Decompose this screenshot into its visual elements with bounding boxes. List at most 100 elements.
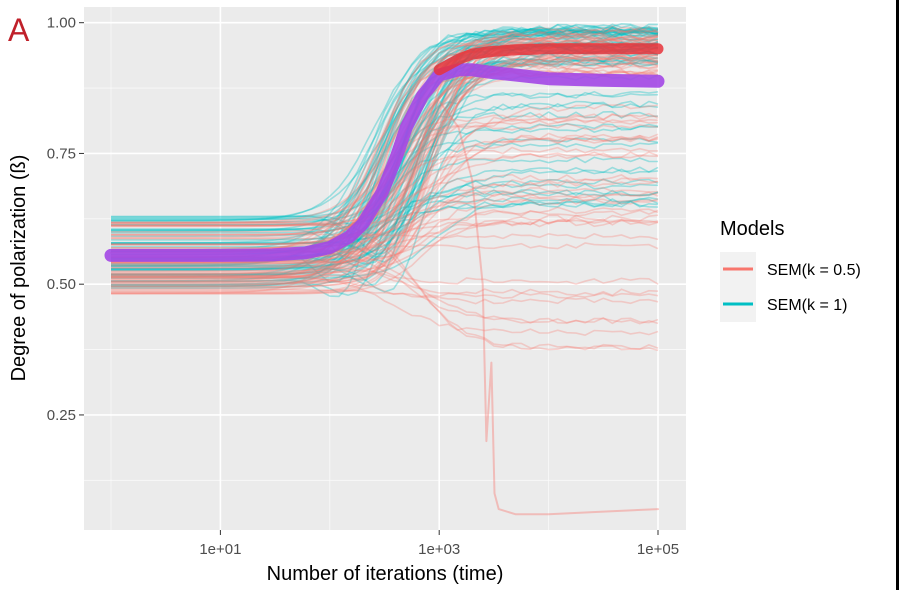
run-line-k05 bbox=[111, 191, 659, 284]
x-axis: 1e+01 1e+03 1e+05 bbox=[199, 530, 679, 558]
grid-minor bbox=[84, 7, 686, 530]
run-line-k05 bbox=[111, 53, 659, 278]
run-line-k1 bbox=[111, 32, 659, 265]
run-line-k05 bbox=[111, 53, 659, 279]
run-line-k1 bbox=[111, 27, 659, 275]
x-tick-label: 1e+01 bbox=[199, 541, 241, 558]
run-line-k05 bbox=[111, 55, 659, 245]
run-line-k05 bbox=[111, 221, 659, 351]
run-line-k05 bbox=[111, 247, 659, 325]
panel-label: A bbox=[8, 12, 30, 48]
run-line-k1 bbox=[111, 23, 659, 267]
run-line-k05 bbox=[111, 53, 659, 266]
run-line-k05 bbox=[111, 217, 659, 274]
run-line-k05 bbox=[111, 60, 659, 264]
run-line-k05 bbox=[111, 177, 659, 279]
run-line-k05 bbox=[111, 136, 659, 249]
run-line-k1 bbox=[111, 26, 659, 237]
run-line-k1 bbox=[111, 194, 659, 268]
run-line-k1 bbox=[111, 156, 659, 266]
y-tick-label: 0.75 bbox=[47, 145, 76, 162]
run-line-k05 bbox=[111, 57, 659, 274]
legend-label-k1: SEM(k = 1) bbox=[767, 297, 847, 314]
run-line-k1 bbox=[111, 178, 659, 256]
run-line-k1 bbox=[111, 50, 659, 270]
run-line-k1 bbox=[111, 183, 659, 241]
y-tick-label: 1.00 bbox=[47, 15, 76, 32]
run-line-k05 bbox=[111, 221, 659, 352]
run-line-k05 bbox=[111, 132, 659, 282]
run-line-k1 bbox=[111, 29, 659, 222]
run-line-k05 bbox=[111, 55, 659, 295]
y-tick-label: 0.50 bbox=[47, 276, 76, 293]
run-line-k1 bbox=[111, 26, 659, 276]
run-line-k05 bbox=[111, 186, 659, 240]
run-line-k1 bbox=[111, 100, 659, 293]
panel-background bbox=[84, 7, 686, 530]
run-line-k1 bbox=[111, 31, 659, 288]
run-line-k05 bbox=[111, 264, 659, 285]
mean-line-k05 bbox=[433, 43, 664, 76]
x-tick-label: 1e+03 bbox=[418, 541, 460, 558]
run-line-k1 bbox=[111, 59, 659, 287]
run-line-k1 bbox=[111, 167, 659, 244]
run-line-k05 bbox=[111, 152, 659, 278]
run-line-k05 bbox=[111, 113, 659, 288]
run-line-k05 bbox=[111, 180, 659, 287]
run-line-k05 bbox=[111, 214, 659, 295]
run-line-k1 bbox=[111, 25, 659, 244]
y-axis: 0.25 0.50 0.75 1.00 bbox=[47, 15, 84, 424]
run-line-k05 bbox=[111, 135, 659, 236]
mean-line-k1 bbox=[104, 63, 665, 262]
run-line-k05 bbox=[111, 151, 659, 226]
run-line-k1 bbox=[111, 36, 659, 222]
x-axis-title: Number of iterations (time) bbox=[267, 563, 504, 585]
run-line-k05 bbox=[111, 29, 659, 272]
run-line-k05 bbox=[111, 274, 659, 337]
run-line-k1 bbox=[111, 29, 659, 283]
run-line-k05 bbox=[111, 209, 659, 276]
run-line-k05 bbox=[111, 134, 659, 283]
run-line-k1 bbox=[111, 197, 659, 279]
legend-label-k05: SEM(k = 0.5) bbox=[767, 262, 861, 279]
run-line-k05 bbox=[111, 197, 659, 264]
run-line-k05 bbox=[111, 31, 659, 238]
mean-lines bbox=[104, 43, 665, 262]
run-line-k05 bbox=[111, 103, 659, 278]
run-line-k1 bbox=[111, 200, 659, 272]
run-line-k1 bbox=[111, 29, 659, 258]
run-line-k1 bbox=[111, 37, 659, 289]
x-tick-label: 1e+05 bbox=[637, 541, 679, 558]
run-line-k1 bbox=[111, 39, 659, 270]
run-line-k05 bbox=[111, 38, 659, 288]
run-line-k05 bbox=[111, 27, 659, 293]
run-line-k1 bbox=[111, 27, 659, 268]
grid-major bbox=[84, 7, 686, 530]
run-line-k1 bbox=[111, 189, 659, 271]
run-line-k05 bbox=[111, 26, 659, 269]
run-line-k05 bbox=[111, 36, 659, 246]
run-line-k1 bbox=[111, 55, 659, 233]
legend: Models SEM(k = 0.5) SEM(k = 1) bbox=[720, 218, 861, 322]
legend-title: Models bbox=[720, 218, 784, 240]
run-line-k1 bbox=[111, 90, 659, 267]
run-line-k05 bbox=[111, 61, 659, 280]
run-line-k1 bbox=[111, 33, 659, 266]
run-line-k05 bbox=[111, 39, 659, 285]
run-line-k05 bbox=[111, 232, 659, 241]
run-line-k05 bbox=[111, 196, 659, 226]
run-line-k05 bbox=[111, 32, 659, 276]
y-tick-label: 0.25 bbox=[47, 407, 76, 424]
run-line-k05 bbox=[111, 288, 659, 299]
run-line-k05 bbox=[111, 36, 659, 224]
run-line-k05 bbox=[111, 173, 659, 269]
run-line-k05 bbox=[111, 191, 659, 263]
run-line-k05 bbox=[111, 25, 659, 294]
run-line-k05 bbox=[111, 117, 659, 263]
run-line-k1 bbox=[111, 29, 659, 246]
run-line-k05 bbox=[111, 276, 659, 305]
run-line-k1 bbox=[111, 122, 659, 226]
run-line-k05 bbox=[111, 54, 659, 283]
run-line-k1 bbox=[111, 28, 659, 248]
